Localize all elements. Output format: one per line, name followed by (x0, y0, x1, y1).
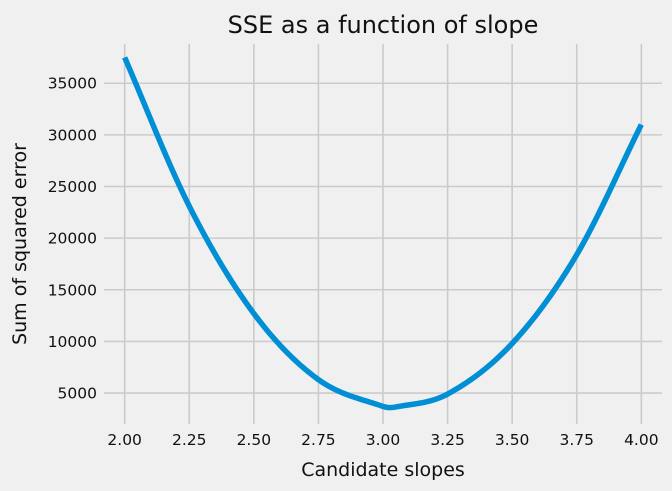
x-tick-label: 4.00 (624, 431, 659, 449)
y-tick-label: 35000 (48, 75, 97, 93)
y-tick-label: 10000 (48, 333, 97, 351)
x-tick-label: 3.75 (559, 431, 594, 449)
y-axis-ticks: 5000 10000 15000 20000 25000 30000 35000 (48, 75, 97, 403)
x-tick-label: 2.50 (237, 431, 272, 449)
x-axis-label: Candidate slopes (301, 459, 465, 481)
y-tick-label: 25000 (48, 178, 97, 196)
x-tick-label: 3.50 (495, 431, 530, 449)
y-tick-label: 15000 (48, 281, 97, 299)
x-tick-label: 2.25 (172, 431, 207, 449)
chart-title: SSE as a function of slope (228, 11, 539, 39)
y-tick-label: 30000 (48, 126, 97, 144)
y-tick-label: 5000 (58, 385, 97, 403)
x-tick-label: 2.00 (107, 431, 142, 449)
x-tick-label: 2.75 (301, 431, 336, 449)
grid (104, 44, 662, 424)
x-tick-label: 3.00 (366, 431, 401, 449)
y-axis-label: Sum of squared error (9, 143, 31, 345)
y-tick-label: 20000 (48, 230, 97, 248)
plot-area (122, 56, 644, 411)
x-tick-label: 3.25 (430, 431, 465, 449)
x-axis-ticks: 2.00 2.25 2.50 2.75 3.00 3.25 3.50 3.75 4.00 (107, 431, 658, 449)
